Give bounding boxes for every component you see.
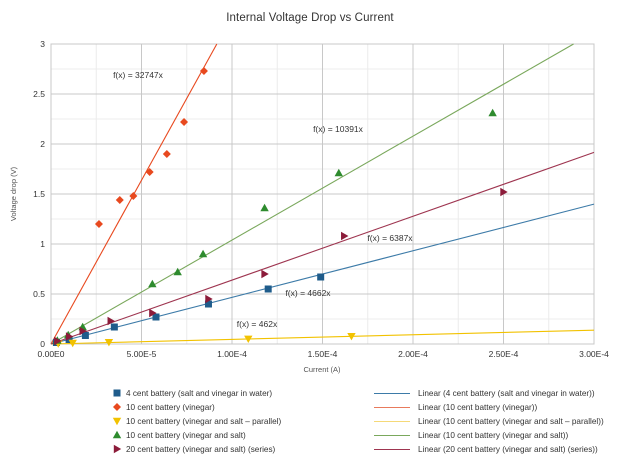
triangle-down-marker <box>108 415 126 427</box>
svg-text:f(x) = 10391x: f(x) = 10391x <box>313 124 364 134</box>
legend-series-entry[interactable]: 10 cent battery (vinegar and salt) <box>108 429 374 441</box>
legend-series-entry[interactable]: 10 cent battery (vinegar) <box>108 401 374 413</box>
legend-trendline-entry[interactable]: Linear (4 cent battery (salt and vinegar… <box>374 389 595 398</box>
legend-series-label: 20 cent battery (vinegar and salt) (seri… <box>126 444 276 454</box>
legend-trendline-label: Linear (10 cent battery (vinegar and sal… <box>418 416 604 426</box>
legend-trendline-entry[interactable]: Linear (10 cent battery (vinegar and sal… <box>374 431 568 440</box>
legend-trendline-entry[interactable]: Linear (10 cent battery (vinegar and sal… <box>374 417 604 426</box>
square-marker <box>108 387 126 399</box>
legend-row[interactable]: 4 cent battery (salt and vinegar in wate… <box>108 386 608 400</box>
legend-line-swatch <box>374 406 410 408</box>
legend-series-label: 10 cent battery (vinegar and salt – para… <box>126 416 282 426</box>
diamond-marker <box>108 401 126 413</box>
svg-text:2: 2 <box>40 139 45 149</box>
triangle-right-marker <box>108 443 126 455</box>
svg-text:1: 1 <box>40 239 45 249</box>
svg-text:0: 0 <box>40 339 45 349</box>
legend-trendline-label: Linear (10 cent battery (vinegar)) <box>418 402 538 412</box>
legend-row[interactable]: 10 cent battery (vinegar) Linear (10 cent… <box>108 400 608 414</box>
legend-series-entry[interactable]: 10 cent battery (vinegar and salt – para… <box>108 415 374 427</box>
svg-text:2.50E-4: 2.50E-4 <box>489 349 519 359</box>
legend-row[interactable]: 10 cent battery (vinegar and salt – para… <box>108 414 608 428</box>
svg-text:f(x) = 6387x: f(x) = 6387x <box>367 233 413 243</box>
legend-trendline-label: Linear (4 cent battery (salt and vinegar… <box>418 388 595 398</box>
legend-series-entry[interactable]: 4 cent battery (salt and vinegar in wate… <box>108 387 374 399</box>
legend-series-label: 10 cent battery (vinegar and salt) <box>126 430 246 440</box>
legend-trendline-entry[interactable]: Linear (20 cent battery (vinegar and sal… <box>374 445 598 454</box>
svg-text:f(x) = 4662x: f(x) = 4662x <box>285 288 331 298</box>
svg-text:1.50E-4: 1.50E-4 <box>308 349 338 359</box>
data-points <box>52 67 508 348</box>
legend-series-entry[interactable]: 20 cent battery (vinegar and salt) (seri… <box>108 443 374 455</box>
legend-line-swatch <box>374 448 410 450</box>
svg-text:1.00E-4: 1.00E-4 <box>217 349 247 359</box>
legend-line-swatch <box>374 434 410 436</box>
svg-text:0.00E0: 0.00E0 <box>38 349 65 359</box>
svg-text:2.00E-4: 2.00E-4 <box>398 349 428 359</box>
svg-text:f(x) = 32747x: f(x) = 32747x <box>113 70 164 80</box>
legend-line-swatch <box>374 392 410 394</box>
svg-text:3: 3 <box>40 39 45 49</box>
svg-text:3.00E-4: 3.00E-4 <box>579 349 609 359</box>
svg-text:5.00E-5: 5.00E-5 <box>127 349 157 359</box>
legend-trendline-label: Linear (20 cent battery (vinegar and sal… <box>418 444 598 454</box>
equation-annotations: f(x) = 32747x f(x) = 10391x f(x) = 6387x f(… <box>113 70 413 329</box>
plot-area: 0.00E0 5.00E-5 1.00E-4 1.50E-4 2.00E-4 2.50E-… <box>9 39 610 374</box>
legend-series-label: 10 cent battery (vinegar) <box>126 402 215 412</box>
chart-legend: 4 cent battery (salt and vinegar in wate… <box>108 386 608 456</box>
y-axis-tick-labels: 0 0.5 1 1.5 2 2.5 3 <box>33 39 45 349</box>
plot-frame <box>50 43 595 345</box>
legend-row[interactable]: 20 cent battery (vinegar and salt) (seri… <box>108 442 608 456</box>
svg-text:2.5: 2.5 <box>33 89 45 99</box>
chart-title: Internal Voltage Drop vs Current <box>226 12 394 24</box>
svg-text:f(x) = 462x: f(x) = 462x <box>237 319 278 329</box>
legend-line-swatch <box>374 420 410 422</box>
x-axis-tick-labels: 0.00E0 5.00E-5 1.00E-4 1.50E-4 2.00E-4 2.50E-… <box>38 349 610 359</box>
svg-text:1.5: 1.5 <box>33 189 45 199</box>
legend-trendline-label: Linear (10 cent battery (vinegar and sal… <box>418 430 569 440</box>
legend-row[interactable]: 10 cent battery (vinegar and salt) Linear… <box>108 428 608 442</box>
triangle-up-marker <box>108 429 126 441</box>
svg-text:0.5: 0.5 <box>33 289 45 299</box>
y-axis-label: Voltage drop (V) <box>9 166 18 221</box>
legend-series-label: 4 cent battery (salt and vinegar in wate… <box>126 388 273 398</box>
legend-trendline-entry[interactable]: Linear (10 cent battery (vinegar)) <box>374 403 537 412</box>
x-axis-label: Current (A) <box>303 365 341 374</box>
